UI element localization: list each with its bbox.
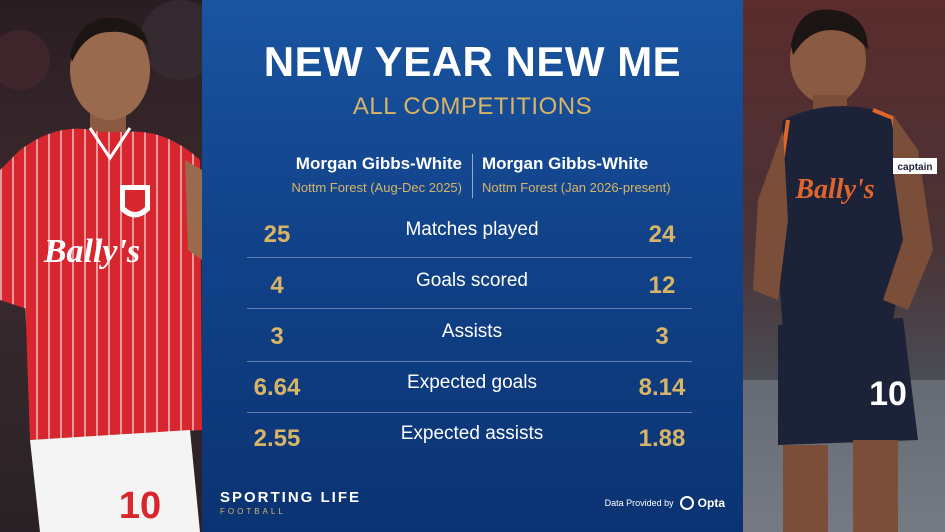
stat-right-value: 24 [648,221,676,248]
stat-right-value: 1.88 [638,425,686,452]
player-photo-right: captain Bally's 10 [743,0,945,532]
shirt-sponsor-right: Bally's [794,174,874,205]
shorts-number-left: 10 [119,485,161,527]
shorts-number-right: 10 [869,375,907,413]
stat-row: 25 Matches played 24 [247,210,692,260]
stats-panel: NEW YEAR NEW ME ALL COMPETITIONS Morgan … [202,0,743,532]
column-header-left: Morgan Gibbs-White Nottm Forest (Aug-Dec… [262,154,462,195]
player-right-illustration: captain Bally's 10 [743,9,945,532]
stat-left-value: 6.64 [253,374,301,401]
stat-left-value: 2.55 [253,425,301,452]
stat-row: 2.55 Expected assists 1.88 [247,414,692,464]
shirt-sponsor-left: Bally's [43,233,140,270]
stat-right-value: 12 [648,272,676,299]
stat-row: 6.64 Expected goals 8.14 [247,363,692,413]
stat-label: Expected goals [407,372,537,393]
row-divider [247,412,692,413]
stat-right-value: 3 [655,323,669,350]
sporting-life-logo: SPORTING LIFE FOOTBALL [220,489,361,516]
page-title: NEW YEAR NEW ME [263,38,682,85]
column-right-period: Nottm Forest (Jan 2026-present) [482,180,671,195]
stat-label: Assists [441,321,503,342]
brand-subname: FOOTBALL [220,507,286,516]
column-header-right: Morgan Gibbs-White Nottm Forest (Jan 202… [482,154,682,195]
stat-left-value: 25 [263,221,291,248]
stat-label: Matches played [405,219,539,240]
data-provider: Data Provided by Opta [605,496,725,510]
provider-brand: Opta [697,496,725,510]
page-subtitle: ALL COMPETITIONS [352,93,593,120]
stat-label: Expected assists [400,423,544,444]
brand-name: SPORTING LIFE [220,489,362,506]
stat-label: Goals scored [416,270,528,291]
column-left-name: Morgan Gibbs-White [295,154,462,173]
player-left-illustration: Bally's 10 [0,0,202,532]
row-divider [247,308,692,309]
captain-armband: captain [897,162,932,173]
row-divider [247,257,692,258]
column-divider [472,154,473,198]
stat-row: 4 Goals scored 12 [247,261,692,311]
stat-left-value: 4 [270,272,284,299]
row-divider [247,361,692,362]
stat-row: 3 Assists 3 [247,312,692,362]
player-photo-left: Bally's 10 [0,0,202,532]
column-right-name: Morgan Gibbs-White [482,154,649,173]
stat-left-value: 3 [270,323,284,350]
opta-logo-icon [679,496,694,510]
provider-text: Data Provided by [604,498,674,508]
stat-right-value: 8.14 [638,374,686,401]
column-left-period: Nottm Forest (Aug-Dec 2025) [291,180,462,195]
